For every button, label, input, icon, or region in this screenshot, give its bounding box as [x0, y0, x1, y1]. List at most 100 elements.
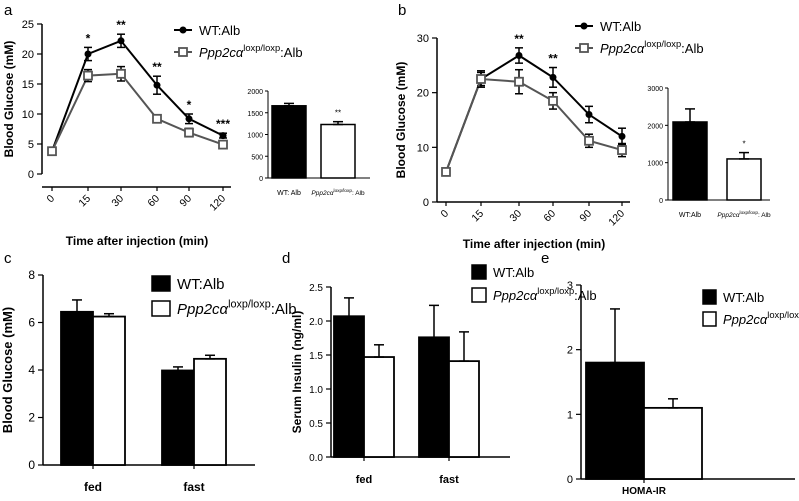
data-point: [218, 139, 228, 150]
inset-category-label: Ppp2cαloxp/loxp: Alb: [717, 210, 771, 219]
series-line: [445, 54, 623, 173]
legend-marker-wt: [580, 22, 588, 30]
y-tick-label: 2: [567, 345, 573, 357]
x-category-label: fast: [439, 474, 459, 486]
x-tick-label: 30: [109, 193, 126, 210]
legend-swatch-wt: [471, 264, 487, 280]
panel-e-chart: 0 1 2 3 HOMA-IR WT:Alb Ppp2cαloxp/loxp:Alb: [567, 280, 799, 497]
inset-significance: *: [742, 140, 745, 149]
y-tick-label: 20: [22, 49, 34, 61]
x-tick-label: 0: [45, 193, 58, 206]
legend-label-ko: Ppp2cαloxp/loxp:Alb: [199, 43, 303, 60]
panel-letter-b: b: [398, 2, 406, 19]
significance-marker: *: [86, 31, 91, 45]
y-tick-label: 4: [28, 363, 35, 377]
legend-label-wt: WT:Alb: [723, 290, 764, 305]
data-point: [584, 135, 594, 146]
y-tick-label: 0: [567, 474, 573, 486]
legend-swatch-ko: [471, 287, 487, 303]
data-point: [83, 70, 93, 81]
inset-bar: [726, 158, 762, 201]
bar-wt: [418, 336, 450, 458]
panel-letter-d: d: [282, 250, 290, 267]
y-axis-title: Blood Glucose (mM): [394, 62, 408, 179]
data-point: [152, 113, 162, 124]
inset-significance: **: [335, 109, 341, 118]
x-tick-label: 60: [541, 208, 558, 225]
data-point: [476, 74, 486, 84]
inset-category-label: WT:Alb: [679, 212, 701, 219]
inset-y-tick-label: 1000: [647, 161, 663, 168]
y-tick-label: 0.0: [309, 453, 323, 464]
significance-marker: ***: [216, 117, 230, 131]
legend-label-ko: Ppp2cαloxp/loxp:Alb: [493, 286, 597, 303]
inset-y-tick-label: 0: [659, 198, 663, 205]
inset-y-tick-label: 500: [251, 154, 263, 161]
series-line: [51, 72, 224, 152]
x-axis-title: Time after injection (min): [463, 237, 605, 251]
data-point: [618, 132, 626, 140]
inset-bar: [271, 105, 307, 179]
x-tick-label: 120: [606, 208, 627, 229]
y-tick-label: 2: [28, 411, 35, 425]
inset-y-tick-label: 1000: [247, 133, 263, 140]
x-tick-label: 30: [507, 208, 524, 225]
panel-letter-e: e: [541, 250, 549, 267]
panel-letter-c: c: [4, 250, 12, 267]
x-tick-label: 90: [577, 208, 594, 225]
y-tick-label: 3: [567, 280, 573, 292]
panel-d-chart: 0.0 0.5 1.0 1.5 2.0 2.5 Serum Insulin (ng/ml) f…: [290, 264, 597, 486]
significance-marker: **: [548, 52, 558, 66]
x-category-label: fast: [183, 480, 204, 494]
legend-marker-ko: [579, 43, 589, 53]
significance-marker: *: [187, 98, 192, 112]
y-tick-label: 30: [417, 33, 429, 45]
data-point: [116, 68, 126, 79]
legend-swatch-wt: [151, 275, 171, 292]
panel-a-chart: 0 5 10 15 20 25 0 15 30 60 90 120 Time after injecti…: [2, 18, 370, 248]
y-tick-label: 15: [22, 79, 34, 91]
y-axis-title: Serum Insulin (ng/ml): [290, 311, 304, 434]
series-line: [445, 77, 623, 173]
data-point: [153, 81, 161, 89]
panel-letter-a: a: [4, 2, 13, 19]
inset-y-tick-label: 0: [259, 176, 263, 183]
data-point: [84, 50, 92, 58]
legend-label-wt: WT:Alb: [199, 23, 240, 38]
significance-marker: **: [116, 18, 126, 32]
inset-y-tick-label: 1500: [247, 111, 263, 118]
inset-y-tick-label: 2000: [647, 123, 663, 130]
bar-ko: [92, 315, 126, 466]
x-tick-label: 0: [439, 208, 452, 221]
data-point: [184, 127, 194, 138]
legend-label-wt: WT:Alb: [493, 265, 534, 280]
legend-swatch-ko: [702, 311, 717, 327]
x-tick-label: 15: [469, 208, 486, 225]
y-tick-label: 2.0: [309, 317, 323, 328]
data-point: [617, 145, 627, 155]
inset-bar: [672, 121, 708, 201]
legend-swatch-ko: [151, 300, 171, 317]
y-tick-label: 0: [28, 169, 34, 181]
y-tick-label: 1: [567, 409, 573, 421]
inset-category-label: Ppp2cαloxp/loxp: Alb: [311, 188, 365, 197]
y-tick-label: 5: [28, 139, 34, 151]
data-point: [515, 51, 523, 59]
significance-marker: **: [514, 32, 524, 46]
data-point: [47, 146, 57, 157]
x-category-label: fed: [84, 480, 102, 494]
y-tick-label: 10: [22, 109, 34, 121]
data-point: [548, 95, 558, 106]
x-tick-label: 60: [145, 193, 162, 210]
legend-label-wt: WT:Alb: [177, 276, 225, 293]
data-point: [117, 37, 125, 45]
x-axis-title: Time after injection (min): [66, 234, 208, 248]
bar-ko: [643, 406, 703, 480]
legend-label-wt: WT:Alb: [600, 19, 641, 34]
y-tick-label: 10: [417, 142, 429, 154]
inset-category-label: WT: Alb: [277, 190, 301, 197]
legend-marker-ko: [178, 47, 188, 57]
y-tick-label: 20: [417, 88, 429, 100]
legend-label-ko: Ppp2cαloxp/loxp:Alb: [723, 310, 799, 327]
